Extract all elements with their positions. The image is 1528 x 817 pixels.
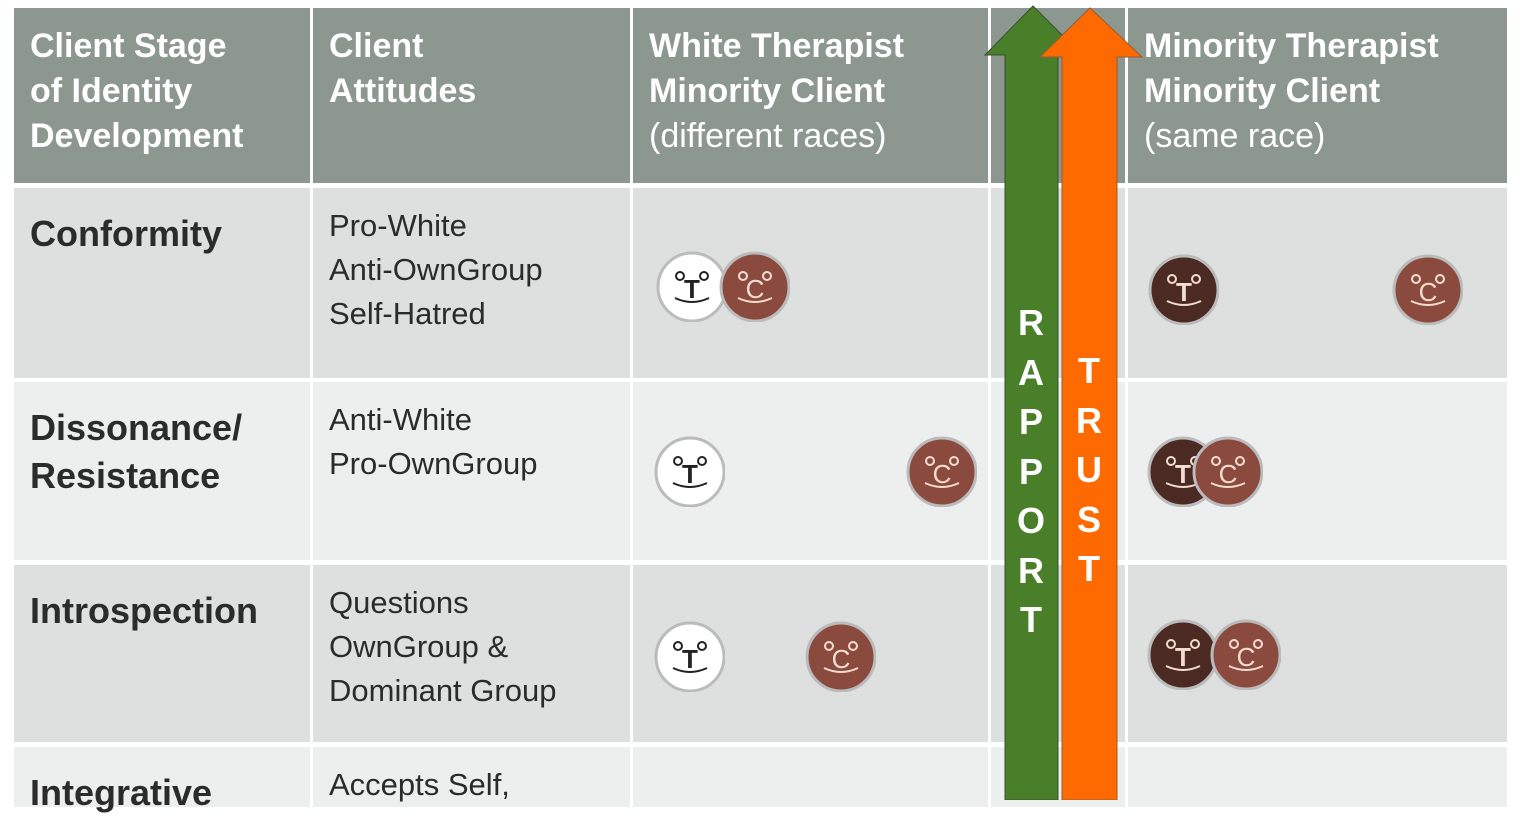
attitude-text: Questions [329,585,469,620]
face-letter: T [684,274,700,304]
rapport-arrow [983,5,1084,800]
header-subtext: (different races) [649,117,887,155]
header-text: Development [30,117,244,155]
header-text: Attitudes [329,72,477,110]
client-face-icon: C [719,251,790,322]
stage-text: Conformity [30,213,222,254]
stage-cell: Conformity [14,188,310,378]
therapist-face-icon: T [1148,254,1219,325]
attitude-text: Dominant Group [329,673,557,708]
face-letter: C [832,644,851,674]
stage-text: Dissonance/ [30,407,243,448]
client-face-icon: C [805,621,876,692]
face-letter: C [933,459,952,489]
face-letter: C [1237,642,1256,672]
header-white-therapist: White Therapist Minority Client (differe… [633,8,988,183]
face-letter: T [1175,459,1191,489]
attitudes-cell: Accepts Self, [313,747,630,807]
header-minority-therapist: Minority Therapist Minority Client (same… [1128,8,1507,183]
face-letter: T [682,459,698,489]
header-stage: Client Stage of Identity Development [14,8,310,183]
arrows [983,5,1144,800]
attitude-text: Anti-OwnGroup [329,252,543,287]
rapport-label: RAPPORT [1016,302,1045,640]
white-therapist-cell [633,747,988,807]
client-face-icon: C [1392,254,1463,325]
face-letter: T [682,644,698,674]
face-letter: C [1419,277,1438,307]
attitude-text: Self-Hatred [329,296,486,331]
attitude-text: Anti-White [329,402,472,437]
header-text: of Identity [30,72,193,110]
header-text: Client [329,27,424,65]
header-text: White Therapist [649,27,905,65]
trust-label: TRUST [1076,350,1102,589]
therapist-face-icon: T [654,436,725,507]
header-text: Minority Client [649,72,886,110]
attitude-text: Accepts Self, [329,767,510,802]
attitude-text: Pro-OwnGroup [329,446,538,481]
stage-cell: Dissonance/Resistance [14,382,310,560]
header-text: Minority Client [1144,72,1381,110]
client-face-icon: C [906,436,977,507]
face-letter: C [1219,459,1238,489]
header-text: Minority Therapist [1144,27,1439,65]
attitudes-cell: Questions OwnGroup & Dominant Group [313,565,630,742]
therapist-face-icon: T [654,621,725,692]
attitude-text: OwnGroup & [329,629,509,664]
client-face-icon: C [1210,619,1281,690]
client-face-icon: C [1192,436,1263,507]
minority-therapist-cell [1128,747,1507,807]
header-text: Client Stage [30,27,227,65]
attitude-text: Pro-White [329,208,467,243]
header-attitudes: Client Attitudes [313,8,630,183]
stage-text: Resistance [30,455,221,496]
face-letter: T [1175,642,1191,672]
face-letter: T [1176,277,1192,307]
attitudes-cell: Anti-White Pro-OwnGroup [313,382,630,560]
trust-arrow [1038,7,1144,800]
attitudes-cell: Pro-White Anti-OwnGroup Self-Hatred [313,188,630,378]
therapist-face-icon: T [1147,619,1218,690]
stage-text: Introspection [30,590,259,631]
stage-cell: Introspection [14,565,310,742]
header-subtext: (same race) [1144,117,1326,155]
face-letter: C [746,274,765,304]
